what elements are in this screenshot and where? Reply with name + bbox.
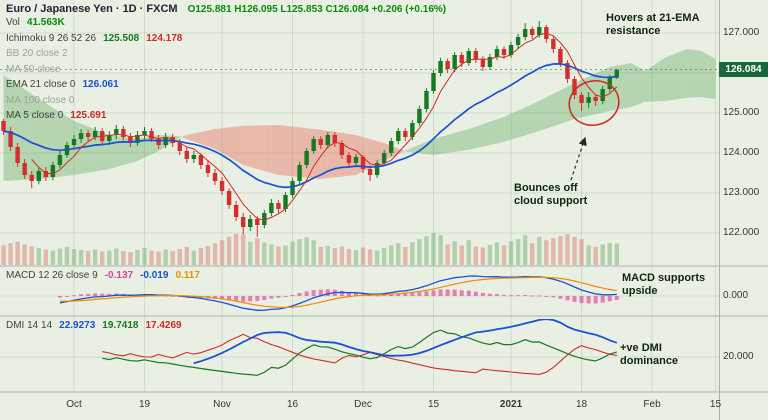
price-axis[interactable]: 127.000126.000125.000124.000123.000122.0… <box>720 0 767 392</box>
indicator-row[interactable]: EMA 21 close 0 126.061 <box>6 77 446 93</box>
indicator-value: 125.508 <box>103 32 140 44</box>
current-price-badge: 126.084 <box>719 62 768 77</box>
indicator-name: Vol <box>6 17 20 29</box>
time-tick-label: Feb <box>643 399 661 410</box>
panel-indicator-value: -0.137 <box>104 270 134 281</box>
indicator-row[interactable]: MA 100 close 0 <box>6 93 446 109</box>
time-axis[interactable]: Oct 19 Nov 16 Dec 15 2021 18 Feb 15 <box>0 392 722 420</box>
symbol-header[interactable]: Euro / Japanese Yen · 1D · FXCM O125.881… <box>6 3 446 15</box>
indicator-value: 126.061 <box>82 79 119 91</box>
indicator-legend: Euro / Japanese Yen · 1D · FXCM O125.881… <box>6 3 446 124</box>
price-tick-label: 125.000 <box>723 107 760 118</box>
indicator-name: MA 5 close 0 <box>6 110 64 122</box>
time-tick-label: 19 <box>138 399 151 410</box>
panel-indicator-value: 22.9273 <box>59 320 96 331</box>
panel-indicator-name: MACD 12 26 close 9 <box>6 270 98 281</box>
time-tick-label: Oct <box>66 399 82 410</box>
time-tick-label: 18 <box>575 399 588 410</box>
time-tick-label: 15 <box>427 399 440 410</box>
indicator-value: 41.563K <box>26 17 65 29</box>
time-tick-label: 2021 <box>499 399 523 410</box>
annotation-macd-upside: MACD supports upside <box>622 272 706 298</box>
time-tick-label: 15 <box>709 399 722 410</box>
indicator-row[interactable]: Vol 41.563K <box>6 15 446 31</box>
price-tick-label: 127.000 <box>723 27 760 38</box>
panel-indicator-value: -0.019 <box>140 270 169 281</box>
indicator-rows: Vol 41.563K Ichimoku 9 26 52 26 125.508 124.… <box>6 15 446 124</box>
indicator-row[interactable]: MA 5 close 0 125.691 <box>6 108 446 124</box>
price-tick-label: 122.000 <box>723 227 760 238</box>
annotation-dmi-dominance: +ve DMI dominance <box>620 342 679 368</box>
indicator-value: 124.178 <box>146 32 183 44</box>
time-tick-label: Nov <box>213 399 231 410</box>
indicator-name: EMA 21 close 0 <box>6 79 76 91</box>
panel-indicator-value: 19.7418 <box>102 320 139 331</box>
price-tick-label: 124.000 <box>723 147 760 158</box>
symbol-title: Euro / Japanese Yen · 1D · FXCM <box>6 3 178 15</box>
macd-axis-label: 0.000 <box>723 290 749 301</box>
indicator-row[interactable]: Ichimoku 9 26 52 26 125.508 124.178 <box>6 31 446 47</box>
price-tick-label: 123.000 <box>723 187 760 198</box>
indicator-row[interactable]: MA 50 close <box>6 62 446 78</box>
annotation-cloud-support: Bounces off cloud support <box>514 182 588 208</box>
indicator-name: BB 20 close 2 <box>6 48 68 60</box>
time-tick-label: Dec <box>354 399 372 410</box>
indicator-value: 125.691 <box>70 110 107 122</box>
indicator-name: MA 50 close <box>6 63 61 75</box>
ohlc-values: O125.881 H126.095 L125.853 C126.084 +0.2… <box>187 4 447 15</box>
indicator-name: MA 100 close 0 <box>6 94 75 106</box>
annotation-ema-resistance: Hovers at 21-EMA resistance <box>606 12 700 38</box>
macd-legend-row[interactable]: MACD 12 26 close 9 -0.137 -0.019 0.117 <box>6 270 200 281</box>
panel-indicator-value: 0.117 <box>175 270 200 281</box>
dmi-axis-label: 20.000 <box>723 351 754 362</box>
time-tick-label: 16 <box>286 399 299 410</box>
panel-indicator-name: DMI 14 14 <box>6 320 53 331</box>
indicator-row[interactable]: BB 20 close 2 <box>6 46 446 62</box>
dmi-legend-row[interactable]: DMI 14 14 22.9273 19.7418 17.4269 <box>6 320 182 331</box>
panel-indicator-value: 17.4269 <box>145 320 182 331</box>
indicator-name: Ichimoku 9 26 52 26 <box>6 32 97 44</box>
